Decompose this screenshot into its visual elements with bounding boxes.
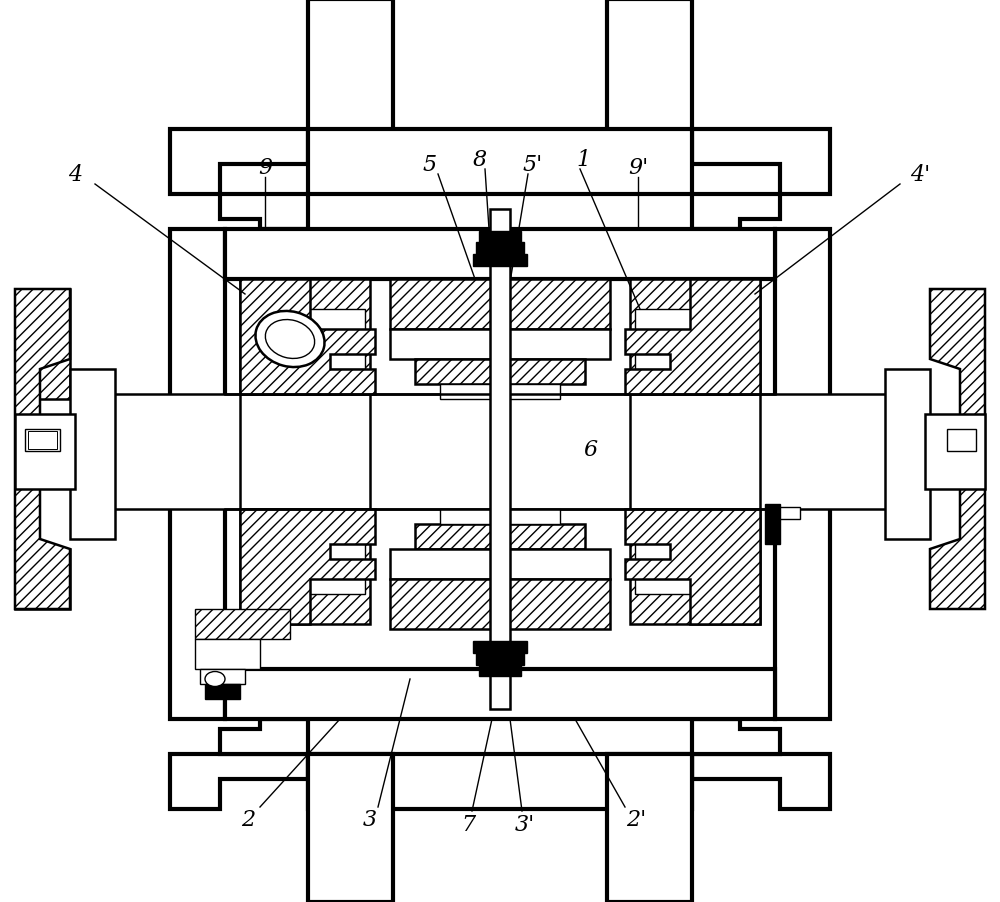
Bar (195, 640, 260, 669)
Polygon shape (170, 754, 308, 809)
Bar (195, 610, 290, 640)
Bar (607, 754, 692, 902)
Bar (390, 579, 610, 630)
Bar (308, 754, 393, 902)
Polygon shape (930, 290, 985, 610)
Bar (490, 210, 510, 709)
Text: 7: 7 (461, 813, 475, 835)
Bar (308, 130, 692, 195)
Text: 6: 6 (583, 438, 597, 461)
Bar (15, 415, 75, 490)
Text: 5': 5' (523, 154, 543, 176)
Bar (473, 641, 527, 653)
Bar (200, 669, 245, 685)
Bar (885, 370, 930, 539)
Text: 2': 2' (626, 808, 646, 830)
Text: 4': 4' (910, 164, 930, 186)
Text: 5: 5 (423, 154, 437, 176)
Ellipse shape (255, 311, 325, 368)
Polygon shape (692, 195, 780, 230)
Bar (630, 510, 760, 624)
Text: 2: 2 (241, 808, 255, 830)
Bar (280, 534, 365, 594)
Bar (25, 429, 60, 452)
Bar (473, 254, 527, 267)
Text: 9: 9 (258, 157, 272, 179)
Bar (440, 510, 560, 524)
Text: 4: 4 (68, 164, 82, 186)
Bar (765, 504, 780, 545)
Bar (476, 653, 524, 666)
Bar (225, 669, 775, 719)
Bar (390, 280, 610, 329)
Polygon shape (220, 719, 308, 754)
Bar (630, 394, 760, 510)
Text: 1: 1 (577, 149, 591, 170)
Bar (630, 280, 760, 394)
Bar (70, 370, 115, 539)
Polygon shape (240, 510, 375, 624)
Bar (390, 329, 610, 360)
Bar (75, 394, 925, 510)
Bar (479, 232, 521, 243)
Polygon shape (240, 280, 375, 394)
Bar (479, 666, 521, 676)
Bar (240, 510, 370, 624)
Bar (308, 0, 393, 155)
Polygon shape (692, 719, 780, 754)
Ellipse shape (205, 672, 225, 686)
Bar (780, 508, 800, 520)
Text: 8: 8 (473, 149, 487, 170)
Bar (308, 754, 692, 809)
Bar (607, 0, 692, 155)
Bar (390, 549, 610, 579)
Bar (280, 309, 365, 370)
Bar (170, 230, 225, 719)
Bar (28, 431, 57, 449)
Bar (775, 230, 830, 719)
Polygon shape (692, 754, 830, 809)
Bar (415, 360, 585, 384)
Polygon shape (220, 195, 308, 230)
Text: 9': 9' (628, 157, 648, 179)
Bar (635, 309, 720, 370)
Bar (240, 280, 370, 394)
Text: 3': 3' (515, 813, 535, 835)
Bar (240, 394, 370, 510)
Bar (415, 524, 585, 549)
Bar (225, 230, 775, 280)
Polygon shape (625, 280, 760, 394)
Bar (925, 415, 985, 490)
Bar (440, 384, 560, 400)
Polygon shape (170, 130, 308, 195)
Polygon shape (692, 130, 830, 195)
Ellipse shape (265, 320, 315, 359)
Polygon shape (15, 290, 70, 610)
Bar (205, 685, 240, 699)
Text: 3: 3 (363, 808, 377, 830)
Bar (947, 429, 976, 452)
Polygon shape (625, 510, 760, 624)
Polygon shape (15, 290, 70, 610)
Bar (476, 243, 524, 254)
Bar (635, 534, 720, 594)
